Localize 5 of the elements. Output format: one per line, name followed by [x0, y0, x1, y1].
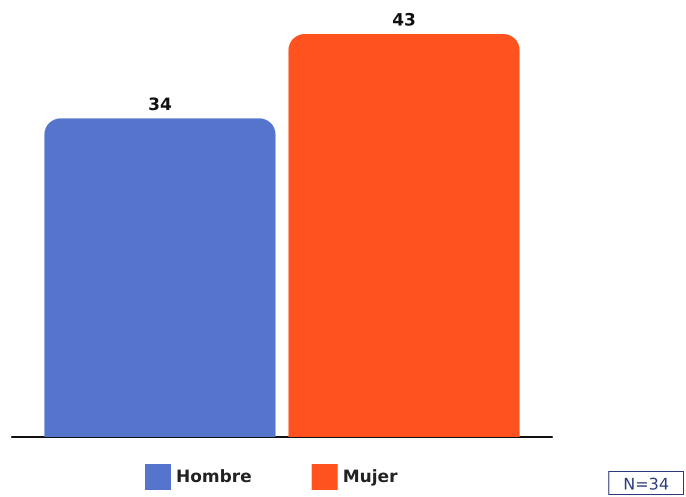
data-label: 43 — [392, 10, 416, 30]
data-label: 34 — [148, 94, 172, 115]
text: N=34 — [623, 474, 669, 494]
legend-label: Mujer — [342, 467, 398, 487]
legend-label: Hombre — [176, 467, 252, 487]
